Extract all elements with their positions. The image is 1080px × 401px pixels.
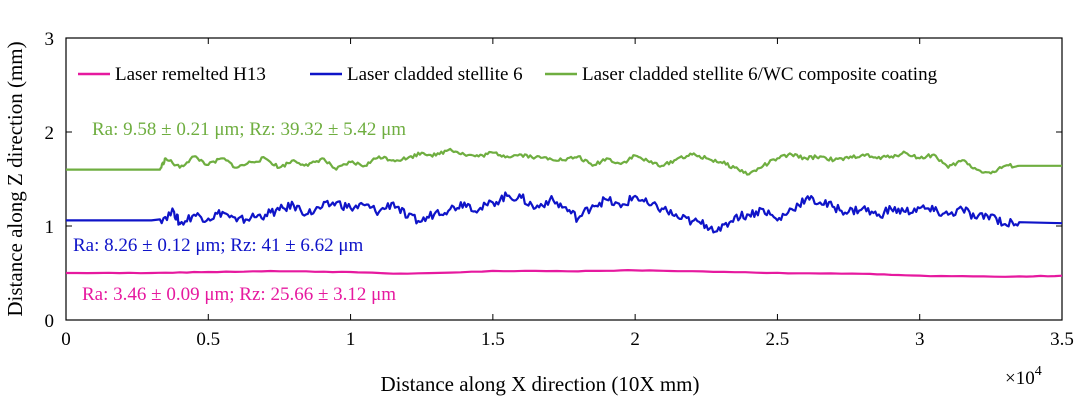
roughness-annotation: Ra: 3.46 ± 0.09 μm; Rz: 25.66 ± 3.12 μm: [82, 284, 396, 305]
x-tick-label: 1: [346, 329, 356, 350]
series-layer: [66, 147, 1063, 278]
x-tick-label: 0: [61, 329, 71, 350]
x-axis-multiplier-base: ×10: [1005, 368, 1035, 389]
x-tick-label: 2: [630, 329, 640, 350]
x-tick-label: 2.5: [766, 329, 790, 350]
plot-area: [65, 37, 1063, 321]
ticks-layer: 0 0.5 1 1.5 2 2.5 3 3.5 0 1 2 3: [45, 29, 1074, 350]
y-axis-label: Distance along Z direction (mm): [3, 41, 27, 316]
x-axis-multiplier-power: 4: [1035, 364, 1042, 379]
roughness-annotation: Ra: 8.26 ± 0.12 μm; Rz: 41 ± 6.62 μm: [73, 235, 364, 256]
x-tick-label: 0.5: [196, 329, 220, 350]
legend-label: Laser cladded stellite 6/WC composite co…: [582, 64, 938, 85]
y-tick-label: 1: [45, 217, 55, 238]
x-tick-label: 1.5: [481, 329, 505, 350]
y-tick-label: 3: [45, 29, 55, 50]
series-line: [66, 147, 1062, 176]
x-axis-multiplier: ×104: [1005, 364, 1042, 389]
y-tick-label: 2: [45, 123, 55, 144]
x-tick-label: 3.5: [1050, 329, 1074, 350]
annotations: Ra: 3.46 ± 0.09 μm; Rz: 25.66 ± 3.12 μm R…: [73, 119, 406, 305]
y-tick-label: 0: [45, 311, 55, 332]
series-line: [66, 269, 1063, 278]
legend-label: Laser cladded stellite 6: [347, 64, 523, 85]
legend: Laser remelted H13 Laser cladded stellite…: [78, 64, 938, 85]
x-tick-label: 3: [915, 329, 925, 350]
legend-label: Laser remelted H13: [115, 64, 266, 85]
series-line: [66, 191, 1063, 234]
x-axis-label: Distance along X direction (10X mm): [381, 372, 700, 396]
roughness-annotation: Ra: 9.58 ± 0.21 μm; Rz: 39.32 ± 5.42 μm: [92, 119, 406, 140]
